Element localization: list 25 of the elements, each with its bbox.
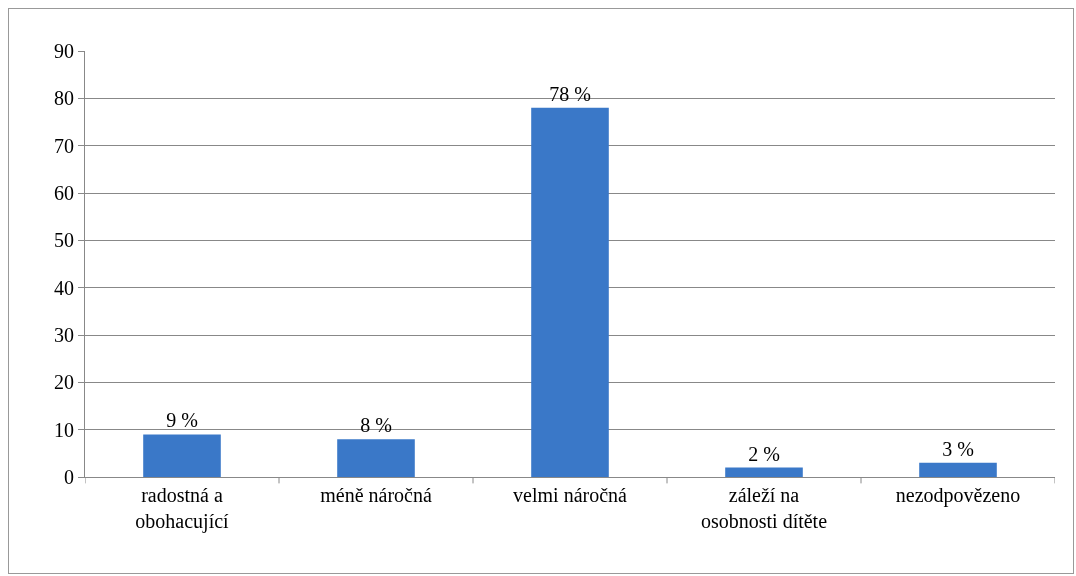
x-tick-label: radostná a obohacující <box>135 484 230 533</box>
data-label: 8 % <box>360 414 392 437</box>
x-tick-label: velmi náročná <box>513 484 628 506</box>
data-label: 78 % <box>549 82 591 105</box>
data-label: 3 % <box>942 437 974 460</box>
y-tick-label: 10 <box>54 418 74 441</box>
bar <box>919 462 997 477</box>
x-tick-label: záleží na osobnosti dítěte <box>700 484 828 532</box>
bar <box>143 434 221 477</box>
bar <box>531 107 609 477</box>
bar <box>725 467 803 477</box>
x-tick-label: nezodpovězeno <box>895 484 1021 507</box>
y-tick-label: 90 <box>54 40 74 62</box>
data-label: 2 % <box>748 442 780 465</box>
y-tick-label: 80 <box>54 87 74 110</box>
y-tick-label: 20 <box>54 371 74 394</box>
x-tick-label: méně náročná <box>320 484 432 506</box>
y-tick-label: 50 <box>54 229 74 252</box>
y-tick-label: 70 <box>54 134 74 157</box>
bar <box>337 439 415 477</box>
y-tick-label: 40 <box>54 276 74 299</box>
y-tick-label: 0 <box>64 466 74 488</box>
y-tick-label: 60 <box>54 182 74 204</box>
data-label: 9 % <box>166 409 198 432</box>
y-tick-label: 30 <box>54 324 74 346</box>
